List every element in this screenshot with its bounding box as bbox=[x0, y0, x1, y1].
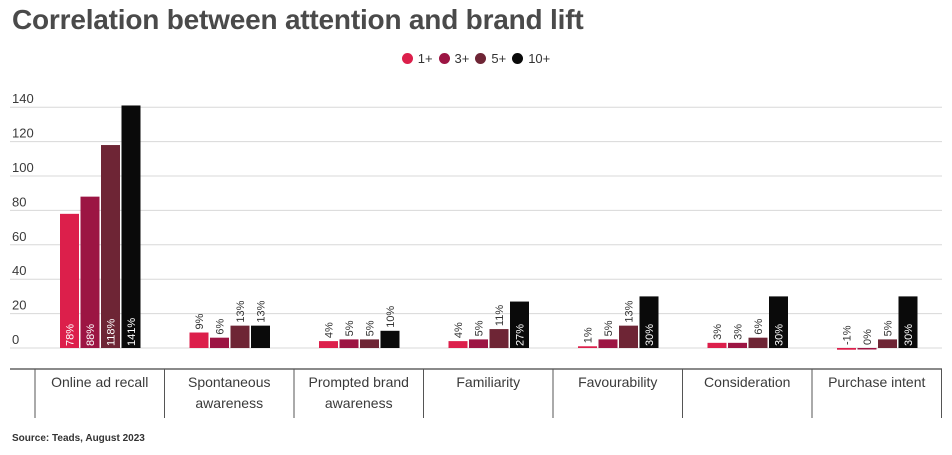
data-label: 3% bbox=[712, 324, 724, 340]
bar-10plus bbox=[510, 301, 529, 348]
data-label: 118% bbox=[106, 318, 118, 346]
bar-1plus bbox=[448, 341, 468, 348]
data-label: 27% bbox=[515, 324, 527, 346]
bar-3plus bbox=[728, 342, 747, 348]
bar-3plus bbox=[339, 339, 359, 348]
legend: 1+ 3+ 5+ 10+ bbox=[0, 51, 952, 67]
category-label: Spontaneous bbox=[188, 374, 271, 390]
bar-1plus bbox=[189, 332, 209, 348]
data-label: 30% bbox=[903, 324, 915, 346]
bar-1plus bbox=[60, 213, 79, 348]
legend-item-3plus: 3+ bbox=[438, 51, 470, 66]
bar-10plus bbox=[380, 330, 400, 348]
bar-5plus bbox=[489, 329, 509, 348]
legend-swatch bbox=[512, 53, 524, 64]
legend-item-1plus: 1+ bbox=[401, 51, 433, 66]
legend-label: 5+ bbox=[491, 51, 507, 66]
legend-label: 3+ bbox=[454, 51, 470, 66]
data-label: 5% bbox=[344, 320, 356, 336]
y-tick-label: 0 bbox=[12, 332, 19, 347]
category-label: awareness bbox=[325, 395, 393, 411]
data-label: 5% bbox=[883, 320, 895, 336]
bar-3plus bbox=[598, 339, 618, 348]
data-label: 141% bbox=[126, 318, 138, 346]
data-label: 88% bbox=[85, 324, 97, 346]
legend-item-10plus: 10+ bbox=[512, 51, 550, 66]
data-label: 5% bbox=[365, 320, 377, 336]
legend-swatch bbox=[401, 53, 413, 64]
bar-10plus bbox=[769, 296, 788, 348]
legend-swatch bbox=[438, 53, 450, 64]
bar-1plus bbox=[319, 341, 338, 348]
data-label: 9% bbox=[194, 313, 206, 329]
y-tick-label: 80 bbox=[12, 194, 26, 209]
bar-5plus bbox=[230, 325, 250, 348]
bar-1plus bbox=[578, 346, 597, 348]
data-label: 6% bbox=[215, 319, 227, 335]
data-label: 0% bbox=[862, 329, 874, 345]
legend-swatch bbox=[475, 53, 487, 64]
bar-1plus bbox=[837, 348, 856, 350]
legend-label: 1+ bbox=[417, 51, 433, 66]
legend-label: 10+ bbox=[528, 51, 551, 66]
category-label: Prompted brand bbox=[309, 374, 409, 390]
data-label: 6% bbox=[753, 319, 765, 335]
bar-10plus bbox=[121, 105, 141, 348]
data-label: 3% bbox=[733, 324, 745, 340]
data-label: 13% bbox=[235, 300, 247, 322]
data-label: 5% bbox=[603, 320, 615, 336]
category-label: Favourability bbox=[578, 374, 657, 390]
data-label: -1% bbox=[842, 325, 854, 345]
data-label: 4% bbox=[324, 322, 336, 338]
source-note: Source: Teads, August 2023 bbox=[12, 433, 145, 444]
bar-3plus bbox=[857, 348, 877, 350]
y-tick-label: 120 bbox=[12, 126, 34, 141]
bar-5plus bbox=[878, 339, 897, 348]
bar-3plus bbox=[210, 337, 229, 348]
data-label: 4% bbox=[453, 322, 465, 338]
category-label: Online ad recall bbox=[51, 374, 148, 390]
category-label: Familiarity bbox=[456, 374, 520, 390]
bar-5plus bbox=[748, 337, 768, 348]
bar-5plus bbox=[619, 325, 638, 348]
data-label: 11% bbox=[494, 305, 506, 326]
data-label: 13% bbox=[624, 300, 636, 322]
chart-title: Correlation between attention and brand … bbox=[12, 4, 584, 35]
data-label: 10% bbox=[385, 306, 397, 328]
data-label: 5% bbox=[474, 320, 486, 336]
data-label: 30% bbox=[644, 324, 656, 346]
category-label: Consideration bbox=[704, 374, 790, 390]
bar-5plus bbox=[101, 145, 120, 348]
category-label: Purchase intent bbox=[828, 374, 925, 390]
bar-10plus bbox=[898, 296, 918, 348]
bar-3plus bbox=[80, 196, 100, 348]
bar-1plus bbox=[707, 342, 727, 348]
y-tick-label: 140 bbox=[12, 91, 34, 106]
bar-10plus bbox=[251, 325, 270, 348]
data-label: 30% bbox=[774, 324, 786, 346]
bar-5plus bbox=[360, 339, 379, 348]
y-tick-label: 100 bbox=[12, 160, 34, 175]
data-label: 78% bbox=[65, 324, 77, 346]
y-tick-label: 20 bbox=[12, 298, 26, 313]
bar-3plus bbox=[469, 339, 488, 348]
data-label: 13% bbox=[256, 300, 268, 322]
legend-item-5plus: 5+ bbox=[475, 51, 506, 66]
data-label: 1% bbox=[583, 327, 595, 343]
category-label: awareness bbox=[195, 395, 263, 411]
bar-10plus bbox=[639, 296, 659, 348]
bar-chart: 0 20 40 60 80 100 120 140 Online ad recall Sponta… bbox=[10, 91, 942, 418]
y-tick-label: 60 bbox=[12, 229, 26, 244]
y-tick-label: 40 bbox=[12, 263, 26, 278]
